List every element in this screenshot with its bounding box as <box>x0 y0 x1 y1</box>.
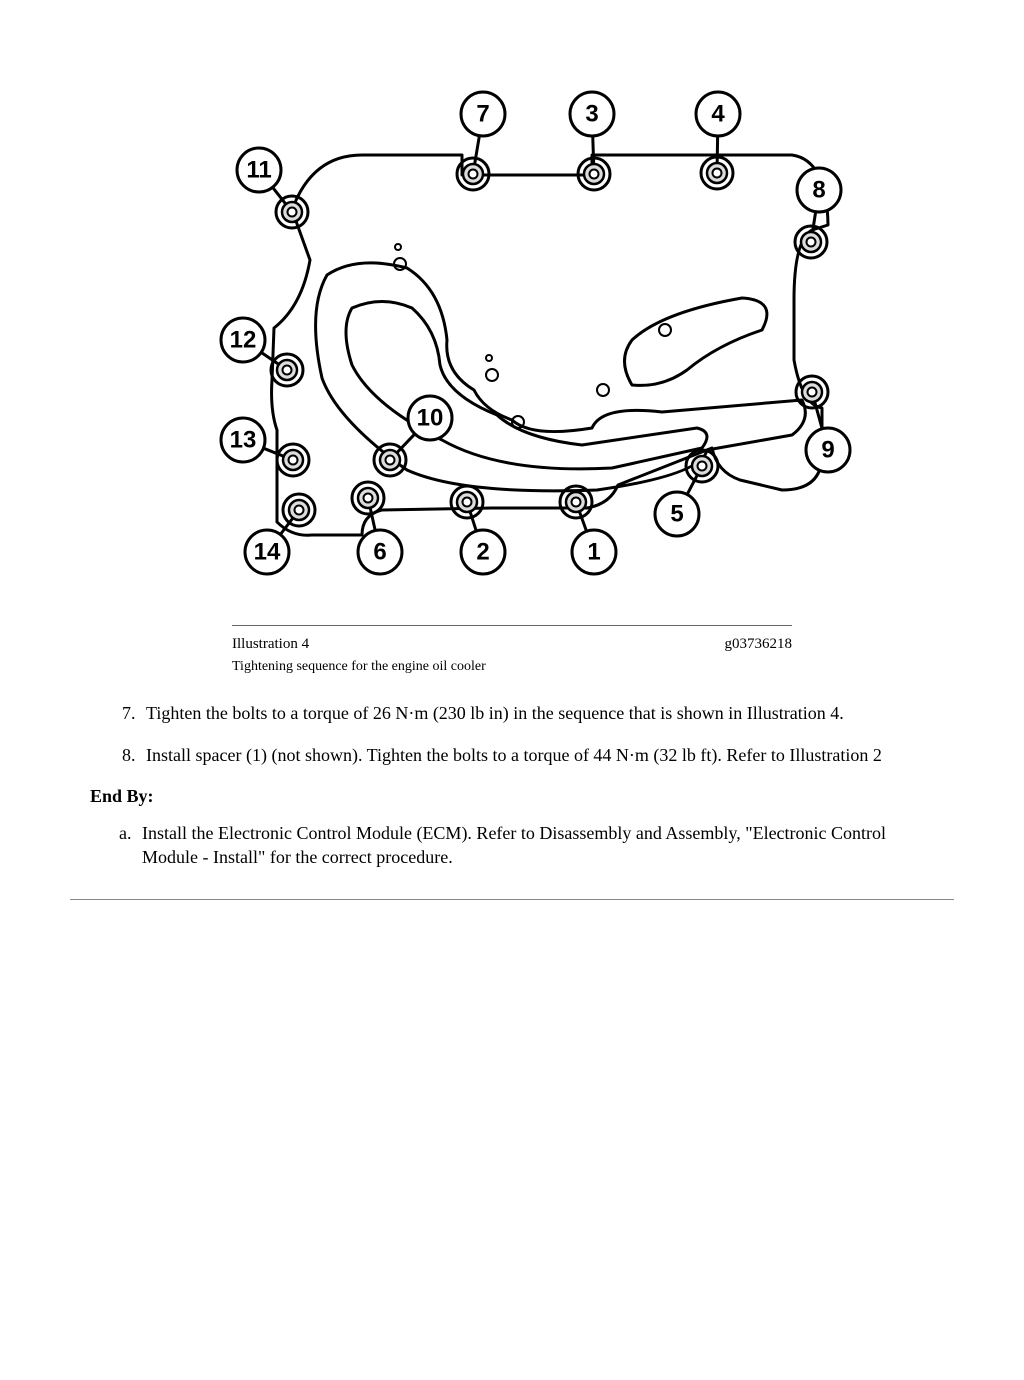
caption-top-row: Illustration 4 g03736218 <box>232 636 792 653</box>
svg-text:6: 6 <box>373 539 386 566</box>
illustration-label: Illustration 4 <box>232 636 309 653</box>
illustration-description: Tightening sequence for the engine oil c… <box>232 659 792 675</box>
svg-text:13: 13 <box>230 427 257 454</box>
svg-text:3: 3 <box>585 101 598 128</box>
tightening-sequence-diagram: 1234567891011121314 <box>162 60 862 590</box>
svg-text:14: 14 <box>254 539 281 566</box>
illustration-id: g03736218 <box>725 636 793 653</box>
svg-text:12: 12 <box>230 327 257 354</box>
end-by-step: Install the Electronic Control Module (E… <box>136 821 974 870</box>
svg-text:8: 8 <box>812 177 825 204</box>
svg-text:5: 5 <box>670 501 683 528</box>
procedure-step: Tighten the bolts to a torque of 26 N·m … <box>140 701 974 725</box>
svg-text:1: 1 <box>587 539 600 566</box>
svg-text:2: 2 <box>476 539 489 566</box>
document-page: 1234567891011121314 Illustration 4 g0373… <box>0 0 1024 940</box>
svg-text:4: 4 <box>711 101 725 128</box>
svg-text:10: 10 <box>417 405 444 432</box>
end-by-list: Install the Electronic Control Module (E… <box>50 821 974 870</box>
caption-separator <box>232 625 792 626</box>
svg-text:7: 7 <box>476 101 489 128</box>
procedure-step: Install spacer (1) (not shown). Tighten … <box>140 743 974 767</box>
end-by-heading: End By: <box>90 786 974 807</box>
illustration-caption: Illustration 4 g03736218 Tightening sequ… <box>232 636 792 675</box>
svg-text:9: 9 <box>821 437 834 464</box>
illustration-container: 1234567891011121314 <box>50 60 974 595</box>
page-footer-rule <box>70 899 954 900</box>
procedure-steps-list: Tighten the bolts to a torque of 26 N·m … <box>50 701 974 768</box>
svg-text:11: 11 <box>246 157 271 184</box>
